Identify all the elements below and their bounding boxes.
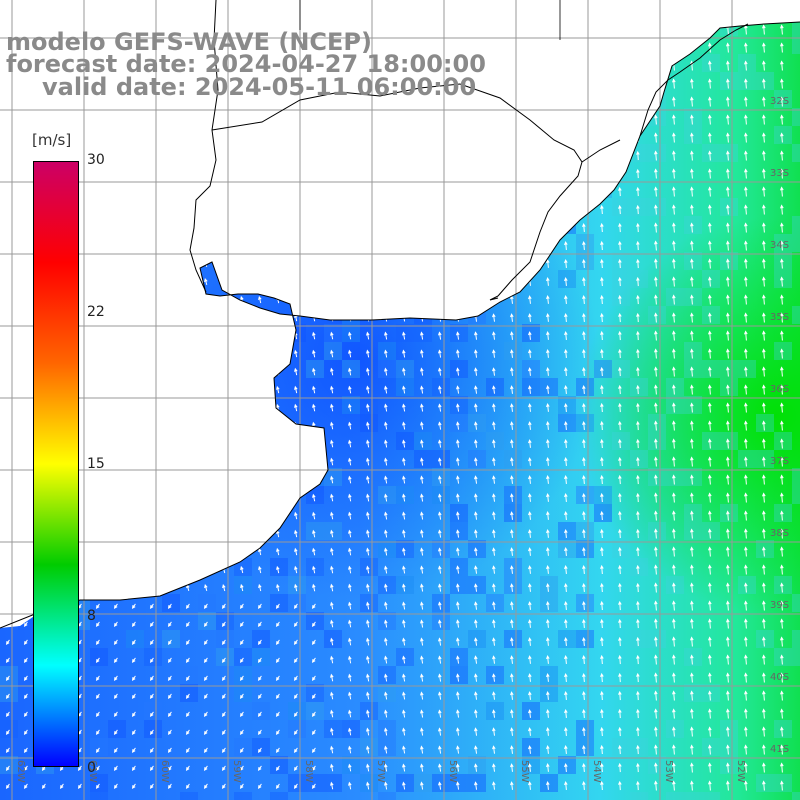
colorbar-tick-8: 8 [87,608,96,624]
lat-label: 38S [770,528,789,539]
lat-label: 41S [770,744,789,755]
colorbar-tick-30: 30 [87,152,105,168]
colorbar-unit: [m/s] [32,131,72,149]
lat-label: 34S [770,240,789,251]
lat-label: 37S [770,456,789,467]
lon-label: 62W [15,760,26,783]
lat-label: 39S [770,600,789,611]
border-line [189,0,621,301]
lon-label: 61W [87,760,98,783]
colorbar-tick-0: 0 [87,760,96,776]
lon-label: 60W [159,760,170,783]
lon-label: 57W [375,760,386,783]
lat-label: 33S [770,168,789,179]
colorbar [33,161,79,767]
lon-label: 58W [303,760,314,783]
lon-label: 54W [591,760,602,783]
lon-label: 52W [735,760,746,783]
title-forecast-date: forecast date: 2024-04-27 18:00:00 [6,50,486,78]
lat-label: 40S [770,672,789,683]
title-model: modelo GEFS-WAVE (NCEP) [6,28,372,56]
lon-label: 59W [231,760,242,783]
lon-label: 56W [447,760,458,783]
lagoon-line [639,23,749,137]
lon-label: 53W [663,760,674,783]
river-line [299,0,561,40]
lon-label: 55W [519,760,530,783]
lat-label: 35S [770,312,789,323]
colorbar-tick-15: 15 [87,456,105,472]
lat-label: 32S [770,96,789,107]
title-valid-date: valid date: 2024-05-11 06:00:00 [42,73,477,101]
coastline [0,21,800,629]
lat-label: 36S [770,384,789,395]
colorbar-tick-22: 22 [87,304,105,320]
